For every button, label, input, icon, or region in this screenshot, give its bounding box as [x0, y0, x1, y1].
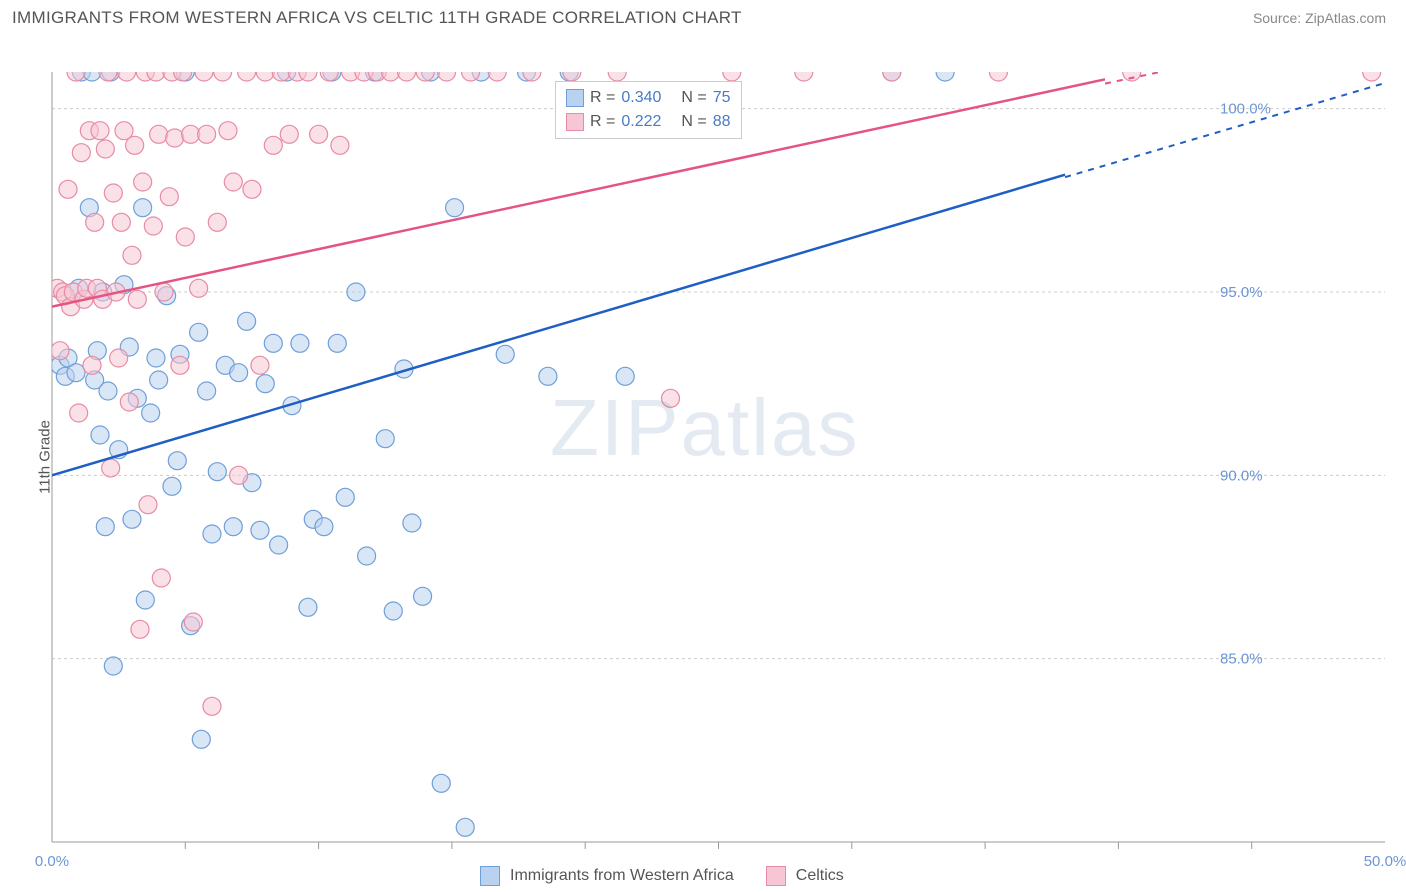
legend-swatch: [480, 866, 500, 886]
svg-text:50.0%: 50.0%: [1364, 853, 1406, 870]
series-legend: Immigrants from Western Africa Celtics: [480, 866, 866, 886]
chart-area: 11th Grade 85.0%90.0%95.0%100.0%0.0%50.0…: [0, 32, 1406, 882]
legend-label: Celtics: [796, 867, 844, 885]
legend-swatch: [566, 89, 584, 107]
legend-label: Immigrants from Western Africa: [510, 867, 734, 885]
legend-row: R =0.222N =88: [566, 110, 731, 134]
correlation-legend: R =0.340N =75R =0.222N =88: [555, 81, 742, 139]
source-attribution: Source: ZipAtlas.com: [1253, 10, 1386, 26]
legend-row: R =0.340N =75: [566, 86, 731, 110]
scatter-chart: 85.0% 90.0% 95.0% 100.0% 0.0% 50.0%: [0, 32, 1406, 892]
chart-title: IMMIGRANTS FROM WESTERN AFRICA VS CELTIC…: [12, 8, 742, 28]
svg-text:0.0%: 0.0%: [35, 853, 69, 870]
legend-swatch: [766, 866, 786, 886]
legend-swatch: [566, 113, 584, 131]
svg-text:95.0%: 95.0%: [1220, 284, 1263, 301]
svg-text:85.0%: 85.0%: [1220, 651, 1263, 668]
svg-text:100.0%: 100.0%: [1220, 101, 1271, 118]
svg-text:90.0%: 90.0%: [1220, 467, 1263, 484]
